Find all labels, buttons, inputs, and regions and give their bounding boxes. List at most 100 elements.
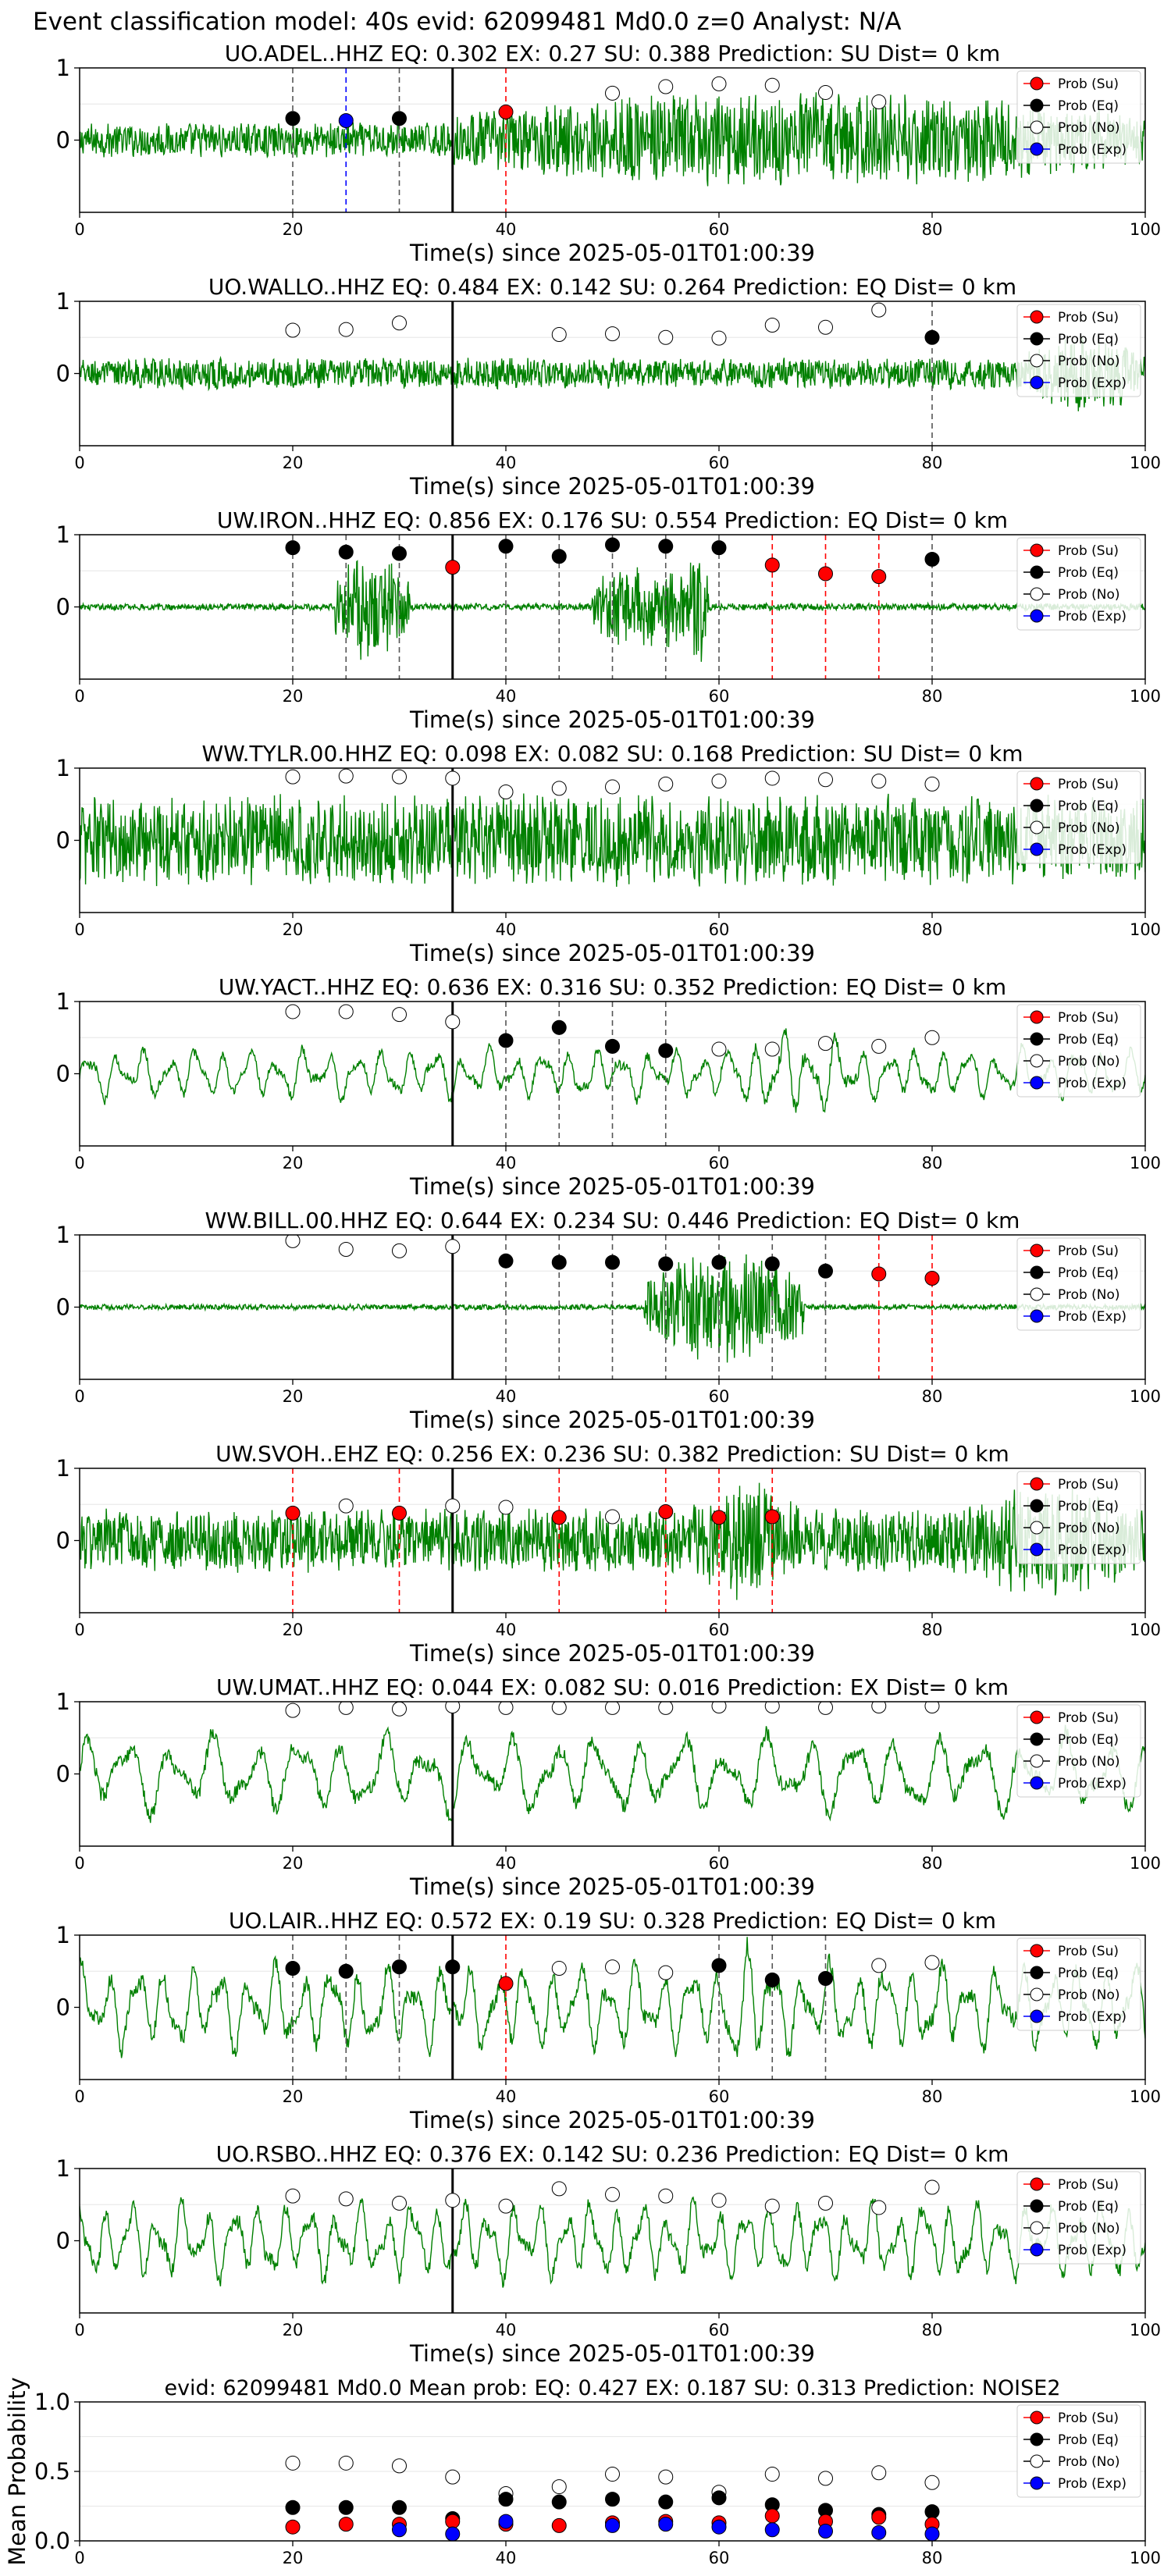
legend-box [1016,1004,1141,1098]
panel-title: WW.BILL.00.HHZ EQ: 0.644 EX: 0.234 SU: 0… [205,1208,1020,1233]
prob-marker-no [818,1702,833,1715]
legend-marker-exp [1030,2009,1044,2023]
axes-frame [79,1701,1146,1847]
prob-marker-no [498,1702,514,1715]
mean-prob-point-eq [711,2490,727,2506]
mean-prob-point-exp [658,2517,674,2532]
y-tick-label: 1 [56,1455,70,1482]
y-tick-label: 0 [56,1294,70,1321]
legend-label-su: Prob (Su) [1058,2411,1119,2426]
legend-marker-eq [1030,98,1044,112]
prob-marker-eq [605,1038,620,1054]
prob-marker-no [658,2188,674,2204]
prob-marker-no [924,1702,940,1714]
prob-marker-no [764,1041,780,1057]
prob-marker-no [392,769,407,785]
prob-marker-eq [818,1263,833,1279]
mean-prob-point-no [605,2467,620,2482]
legend-label-no: Prob (No) [1058,2221,1120,2236]
prob-marker-no [871,94,887,109]
axes-frame [79,1934,1146,2080]
legend-label-su: Prob (Su) [1058,1477,1119,1493]
legend-marker-no [1030,354,1044,368]
legend-label-exp: Prob (Exp) [1058,142,1127,158]
legend-label-eq: Prob (Eq) [1058,98,1119,114]
legend-marker-exp [1030,842,1044,856]
x-tick-label: 40 [496,1154,517,1172]
legend-marker-no [1030,2221,1044,2235]
prob-marker-no [338,1242,354,1257]
prob-marker-no [871,302,887,318]
legend: Prob (Su) Prob (Eq) Prob (No) Prob (Exp) [1016,2404,1141,2498]
x-tick-label: 80 [922,687,943,706]
legend-label-eq: Prob (Eq) [1058,1966,1119,1981]
prob-marker-no [924,1955,940,1970]
plot-area [80,768,1145,913]
legend-marker-su [1030,2411,1044,2425]
mean-prob-point-no [551,2479,567,2495]
station-panel: UW.IRON..HHZ EQ: 0.856 EX: 0.176 SU: 0.5… [56,507,1162,733]
prob-marker-no [338,768,354,784]
prob-marker-no [445,2193,461,2208]
mean-prob-point-eq [338,2500,354,2515]
prob-marker-no [658,776,674,792]
mean-prob-point-no [764,2467,780,2482]
prob-marker-no [498,1500,514,1515]
x-tick-label: 20 [283,2087,304,2106]
legend-box [1016,537,1141,631]
y-tick-label: 0 [56,127,70,154]
waveform-trace [80,2196,1145,2288]
x-tick-label: 40 [496,687,517,706]
x-tick-label: 80 [922,1154,943,1172]
prob-marker-eq [551,1019,567,1035]
prob-marker-no [551,1961,567,1976]
prob-marker-no [871,774,887,789]
prob-marker-eq [445,1959,461,1975]
legend-label-no: Prob (No) [1058,820,1120,836]
waveform-trace [80,1482,1145,1600]
x-tick-label: 0 [74,2087,84,2106]
prob-marker-no [818,1036,833,1051]
legend-box [1016,1237,1141,1331]
x-tick-label: 0 [74,220,84,239]
x-tick-label: 60 [709,2321,730,2339]
prob-marker-no [605,326,620,342]
legend-label-no: Prob (No) [1058,1987,1120,2003]
prob-marker-su [871,569,887,585]
waveform-trace [80,92,1145,187]
legend-marker-no [1030,1287,1044,1301]
legend-box [1016,1937,1141,2031]
station-panel: WW.BILL.00.HHZ EQ: 0.644 EX: 0.234 SU: 0… [56,1208,1162,1433]
legend-marker-exp [1030,2243,1044,2257]
legend-marker-eq [1030,1265,1044,1279]
x-tick-label: 80 [922,1387,943,1406]
x-tick-label: 20 [283,1387,304,1406]
x-tick-label: 0 [74,2549,84,2567]
legend-marker-exp [1030,2476,1044,2490]
mean-prob-point-exp [711,2519,727,2535]
legend-box [1016,770,1141,864]
prob-marker-no [711,1041,727,1057]
legend-label-no: Prob (No) [1058,1754,1120,1770]
prob-marker-eq [764,1972,780,1987]
prob-marker-eq [711,1254,727,1270]
station-panel: UW.YACT..HHZ EQ: 0.636 EX: 0.316 SU: 0.3… [56,974,1162,1200]
waveform-trace [80,1254,1145,1363]
y-tick-label: 0 [56,827,70,854]
prob-marker-no [445,1498,461,1514]
prob-marker-no [924,2179,940,2195]
x-tick-label: 80 [922,2321,943,2339]
prob-marker-no [392,1702,407,1717]
x-tick-label: 0 [74,1854,84,1873]
prob-marker-no [818,772,833,788]
prob-marker-su [924,1271,940,1286]
prob-marker-no [818,2195,833,2211]
prob-marker-no [605,779,620,795]
prob-marker-su [498,1976,514,1991]
prob-marker-no [605,1702,620,1715]
prob-marker-eq [285,1961,301,1976]
x-tick-label: 40 [496,220,517,239]
prob-marker-eq [498,539,514,554]
prob-marker-no [445,770,461,786]
prob-marker-no [498,2198,514,2214]
